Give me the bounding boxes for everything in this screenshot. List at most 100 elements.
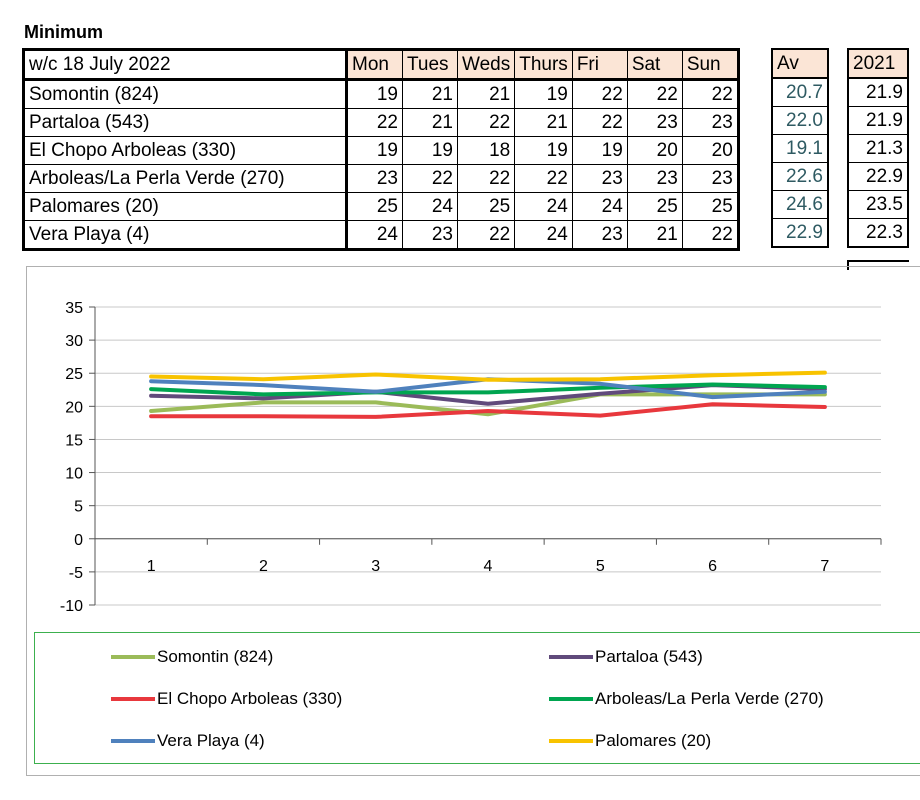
value-cell: 25 — [456, 192, 516, 221]
table-row: El Chopo Arboleas (330) 19 19 18 19 19 20 20 — [23, 136, 739, 165]
year-row: 22.9 — [847, 162, 909, 191]
location-cell: Partaloa (543) — [23, 108, 348, 137]
legend-label: El Chopo Arboleas (330) — [157, 689, 343, 708]
y-tick-label: 20 — [65, 399, 83, 416]
av-cell: 19.1 — [771, 134, 829, 163]
value-cell: 22 — [626, 79, 683, 109]
value-cell: 19 — [346, 79, 403, 109]
week-label: w/c 18 July 2022 — [23, 49, 348, 81]
year-row: 21.9 — [847, 77, 909, 107]
value-cell: 23 — [346, 164, 403, 193]
av-cell: 22.0 — [771, 106, 829, 135]
page-title: Minimum — [24, 22, 103, 42]
y-tick-label: 5 — [74, 499, 83, 516]
value-cell: 22 — [514, 164, 573, 193]
day-header: Mon — [346, 49, 403, 81]
value-cell: 22 — [402, 164, 458, 193]
value-cell: 24 — [346, 220, 403, 250]
series-line — [149, 402, 827, 419]
value-cell: 23 — [571, 220, 628, 250]
value-cell: 23 — [626, 164, 683, 193]
x-tick-label: 4 — [484, 558, 493, 575]
av-row: 22.6 — [771, 162, 829, 191]
y-tick-label: -5 — [69, 565, 83, 582]
value-cell: 22 — [456, 220, 516, 250]
legend-swatch — [549, 739, 593, 743]
legend-swatch — [549, 655, 593, 659]
legend-swatch — [549, 697, 593, 701]
value-cell: 22 — [571, 79, 628, 109]
chart-legend: Somontin (824) Partaloa (543) El Chopo Arb… — [34, 632, 920, 764]
legend-label: Arboleas/La Perla Verde (270) — [595, 689, 824, 708]
chart-area: 35 30 25 20 15 10 5 0 -5 -10 1 2 3 4 5 6 7 — [26, 266, 920, 776]
day-header: Thurs — [514, 49, 573, 81]
legend-label: Somontin (824) — [157, 647, 274, 666]
value-cell: 19 — [571, 136, 628, 165]
av-cell: 22.9 — [771, 218, 829, 248]
av-row: 20.7 — [771, 77, 829, 107]
location-cell: Somontin (824) — [23, 79, 348, 109]
table-border-stub — [847, 260, 909, 270]
table-row: Partaloa (543) 22 21 22 21 22 23 23 — [23, 108, 739, 137]
av-row: 19.1 — [771, 134, 829, 163]
legend-label: Partaloa (543) — [595, 647, 703, 666]
table-row: Arboleas/La Perla Verde (270) 23 22 22 22 23 2… — [23, 164, 739, 193]
legend-swatch — [111, 655, 155, 659]
value-cell: 18 — [456, 136, 516, 165]
legend-label: Palomares (20) — [595, 731, 712, 750]
value-cell: 21 — [626, 220, 683, 250]
table-row: Palomares (20) 25 24 25 24 24 25 25 — [23, 192, 739, 221]
day-header: Sat — [626, 49, 683, 81]
year-row: 23.5 — [847, 190, 909, 219]
legend-label: Vera Playa (4) — [157, 731, 265, 750]
value-cell: 19 — [402, 136, 458, 165]
year-cell: 23.5 — [847, 190, 909, 219]
year-cell: 22.9 — [847, 162, 909, 191]
value-cell: 23 — [402, 220, 458, 250]
av-header: Av — [771, 48, 829, 79]
value-cell: 21 — [514, 108, 573, 137]
x-tick-label: 5 — [596, 558, 605, 575]
value-cell: 20 — [681, 136, 739, 165]
value-cell: 22 — [346, 108, 403, 137]
year-cell: 21.9 — [847, 106, 909, 135]
line-chart: 35 30 25 20 15 10 5 0 -5 -10 1 2 3 4 5 6 7 — [60, 300, 882, 615]
av-row: 22.0 — [771, 106, 829, 135]
x-tick-label: 3 — [371, 558, 380, 575]
series-line — [149, 392, 827, 417]
location-cell: Palomares (20) — [23, 192, 348, 221]
value-cell: 24 — [514, 192, 573, 221]
av-cell: 20.7 — [771, 77, 829, 107]
year-row: 21.3 — [847, 134, 909, 163]
av-cell: 24.6 — [771, 190, 829, 219]
x-tick-label: 6 — [708, 558, 717, 575]
value-cell: 23 — [681, 108, 739, 137]
y-tick-label: 10 — [65, 466, 83, 483]
y-tick-label: 15 — [65, 432, 83, 449]
x-tick-label: 2 — [259, 558, 268, 575]
value-cell: 19 — [514, 79, 573, 109]
table-row: Somontin (824) 19 21 21 19 22 22 22 — [23, 79, 739, 109]
average-column: Av 20.7 22.0 19.1 22.6 24.6 22.9 — [771, 48, 829, 248]
day-header: Sun — [681, 49, 739, 81]
y-tick-label: 30 — [65, 333, 83, 350]
value-cell: 25 — [681, 192, 739, 221]
legend-swatch — [111, 739, 155, 743]
value-cell: 24 — [514, 220, 573, 250]
value-cell: 22 — [571, 108, 628, 137]
value-cell: 21 — [456, 79, 516, 109]
x-tick-label: 7 — [820, 558, 829, 575]
year-cell: 21.9 — [847, 77, 909, 107]
year-2021-column: 2021 21.9 21.9 21.3 22.9 23.5 22.3 — [847, 48, 909, 248]
av-row: 24.6 — [771, 190, 829, 219]
value-cell: 25 — [346, 192, 403, 221]
value-cell: 23 — [681, 164, 739, 193]
value-cell: 24 — [402, 192, 458, 221]
x-tick-label: 1 — [147, 558, 156, 575]
value-cell: 19 — [514, 136, 573, 165]
year-header: 2021 — [847, 48, 909, 79]
daily-minimum-table: w/c 18 July 2022 Mon Tues Weds Thurs Fri Sat Su… — [22, 48, 740, 251]
location-cell: Arboleas/La Perla Verde (270) — [23, 164, 348, 193]
location-cell: El Chopo Arboleas (330) — [23, 136, 348, 165]
location-cell: Vera Playa (4) — [23, 220, 348, 250]
